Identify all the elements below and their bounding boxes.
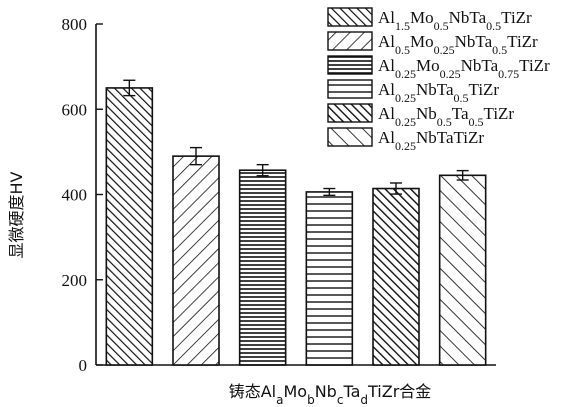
y-tick-label: 600 xyxy=(62,100,88,119)
y-tick-label: 0 xyxy=(79,356,88,375)
legend-label-5: Al0.25Nb0.5Ta0.5TiZr xyxy=(378,104,514,129)
y-tick-label: 400 xyxy=(62,186,88,205)
x-axis-title: 铸态AlaMobNbcTadTiZr合金 xyxy=(229,382,432,407)
y-axis-title: 显微硬度HV xyxy=(7,171,26,258)
bar-5 xyxy=(372,187,420,366)
bar-2 xyxy=(172,155,220,366)
bar-6 xyxy=(438,174,487,366)
legend-swatch-6 xyxy=(327,127,373,147)
legend-label-1: Al1.5Mo0.5NbTa0.5TiZr xyxy=(378,8,532,33)
legend-label-4: Al0.25NbTa0.5TiZr xyxy=(378,80,499,105)
y-tick-label: 800 xyxy=(62,15,88,34)
legend-swatch-2 xyxy=(327,31,373,51)
y-tick-label: 200 xyxy=(62,271,88,290)
legend-swatch-3 xyxy=(327,55,373,75)
bar-1 xyxy=(105,87,154,366)
legend-swatch-5 xyxy=(327,103,373,123)
legend-swatch-4 xyxy=(327,79,373,99)
legend-label-2: Al0.5Mo0.25NbTa0.5TiZr xyxy=(378,32,538,57)
legend-swatch-1 xyxy=(327,7,373,27)
legend-label-6: Al0.25NbTaTiZr xyxy=(378,128,484,153)
axes: 0 200 400 600 800 xyxy=(62,15,496,375)
bar-3 xyxy=(238,169,287,366)
bars xyxy=(105,87,487,366)
legend: Al1.5Mo0.5NbTa0.5TiZrAl0.5Mo0.25NbTa0.5T… xyxy=(327,7,550,153)
bar-4 xyxy=(305,191,354,366)
legend-label-3: Al0.25Mo0.25NbTa0.75TiZr xyxy=(378,56,550,81)
error-bars xyxy=(123,79,469,197)
